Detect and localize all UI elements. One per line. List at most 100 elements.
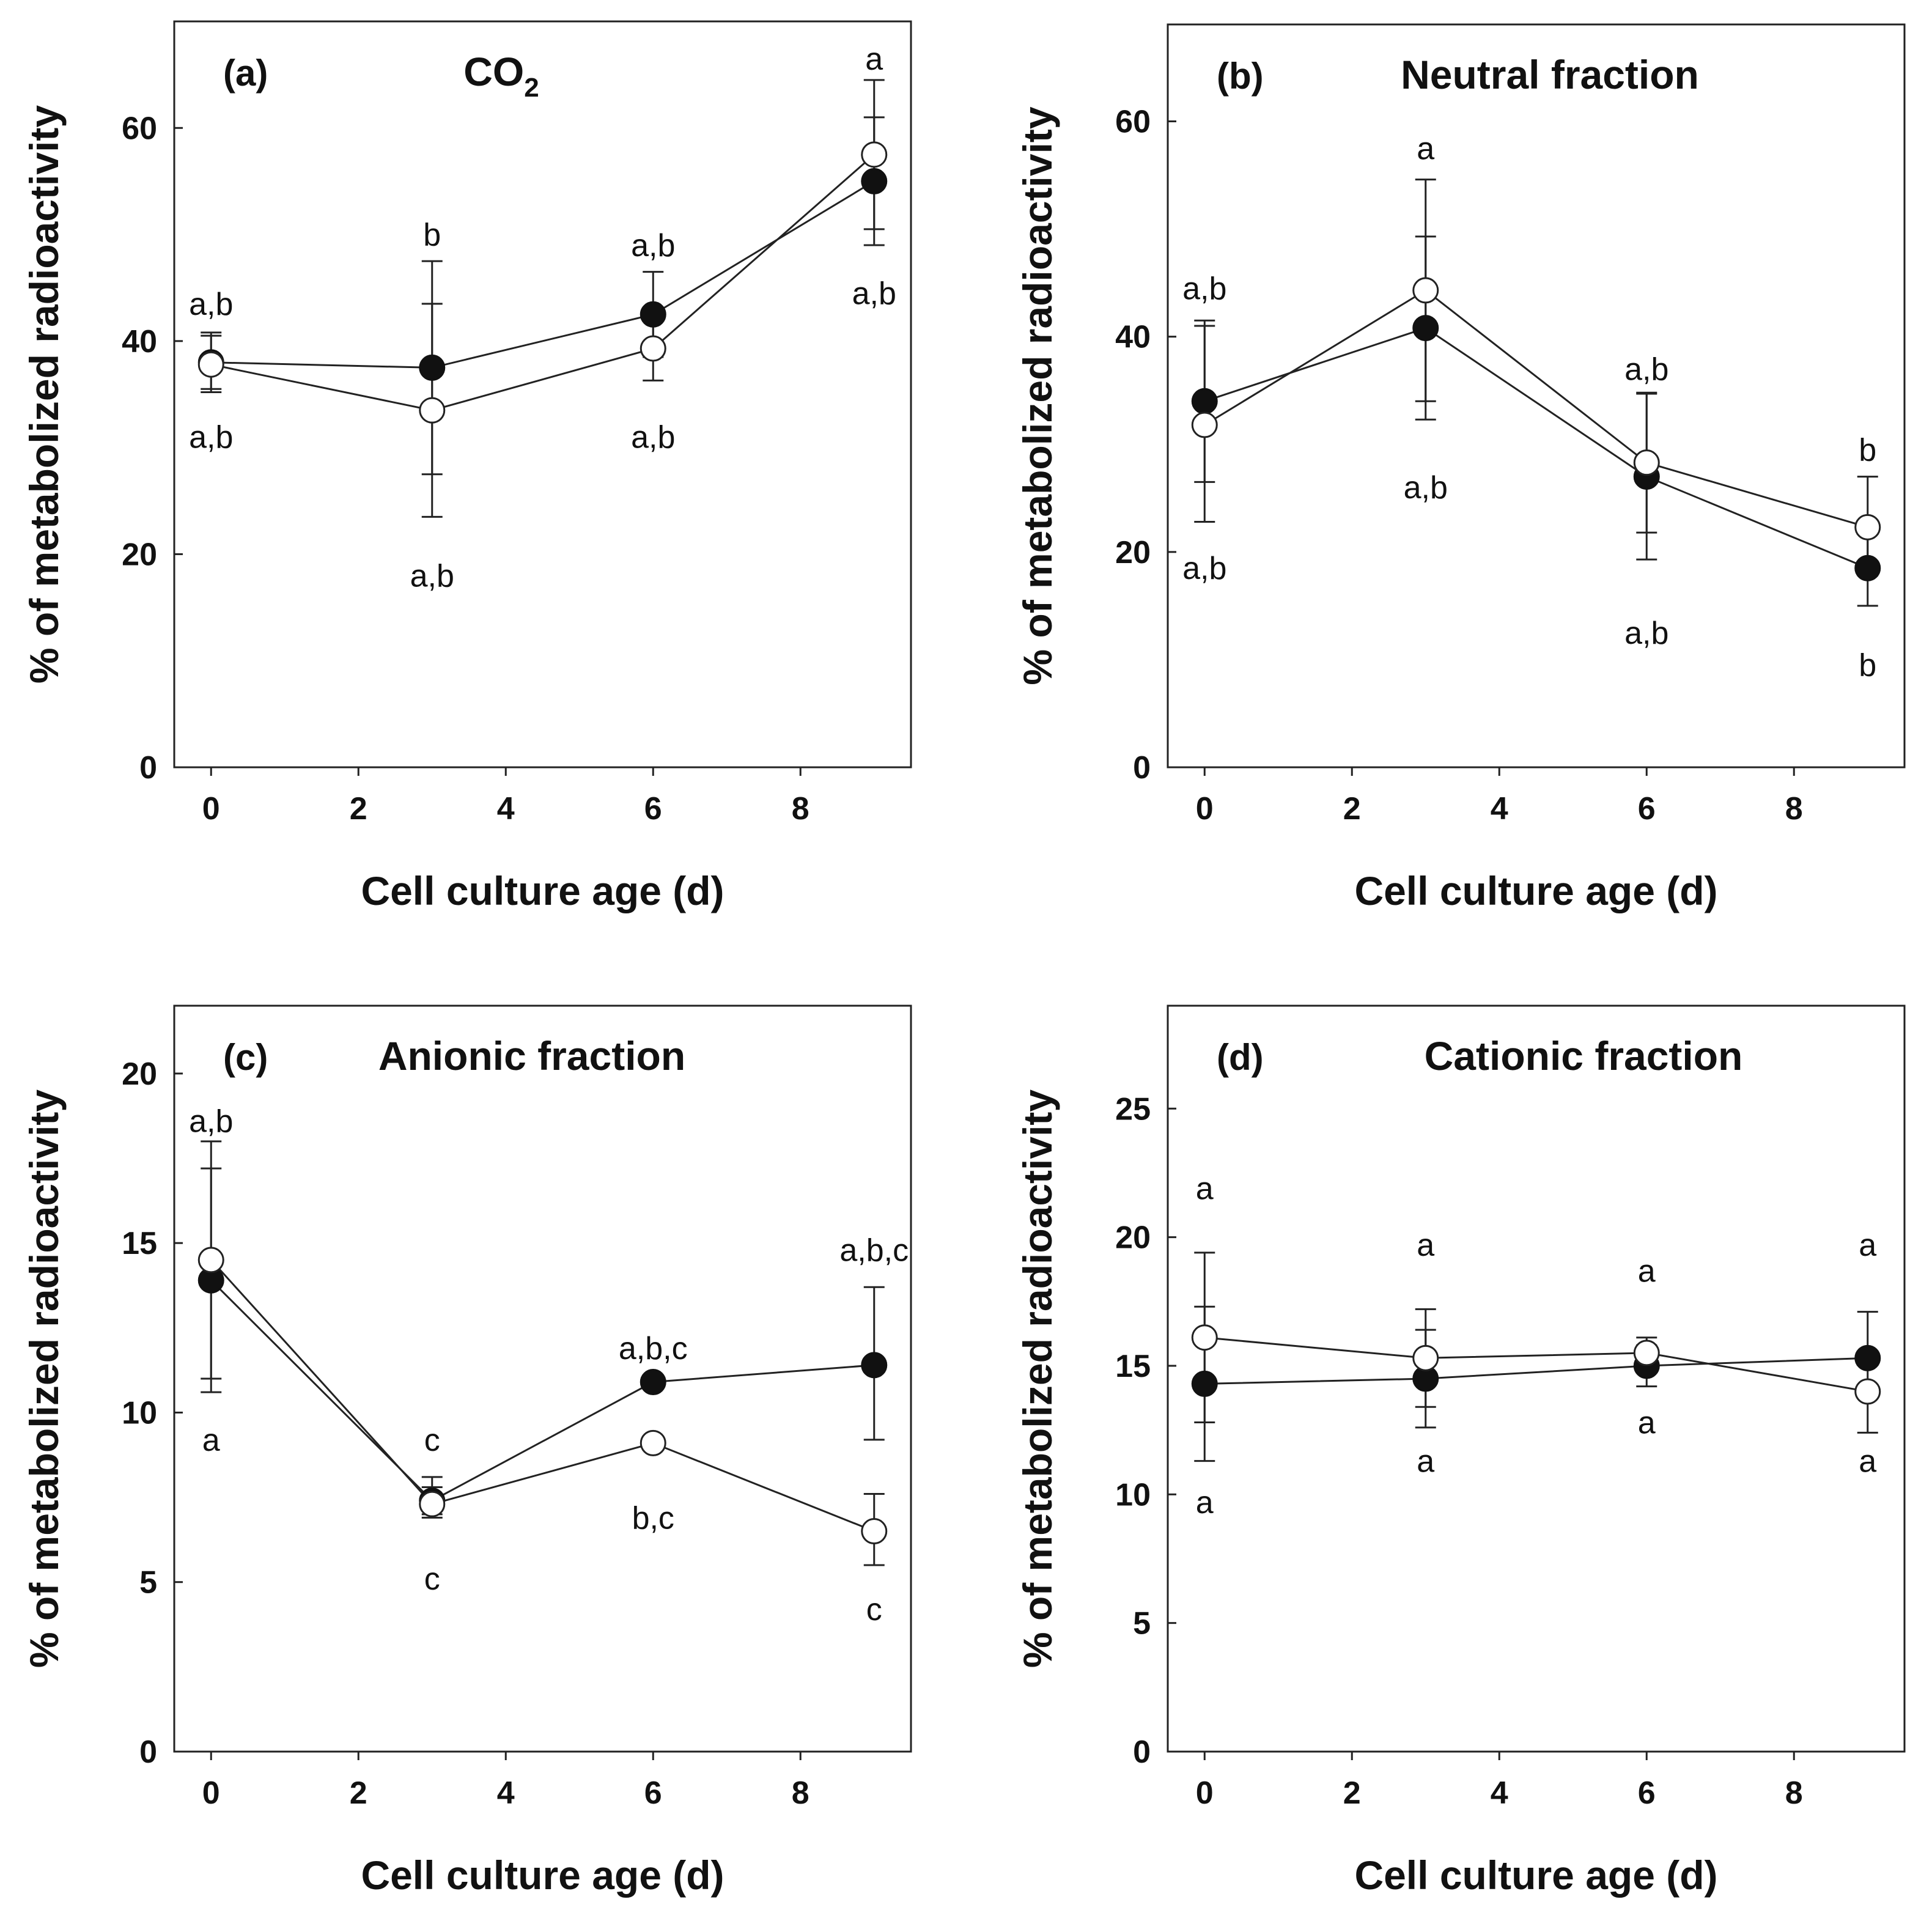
y-tick-label: 0 — [139, 750, 157, 786]
y-tick-label: 40 — [122, 324, 157, 359]
panel-letter: (a) — [223, 53, 268, 94]
significance-label: a — [1417, 131, 1434, 167]
x-axis-title: Cell culture age (d) — [361, 1852, 724, 1898]
y-axis-title: % of metabolized radioactivity — [21, 1089, 67, 1668]
plot-frame — [173, 20, 912, 769]
y-tick-label: 20 — [1115, 1220, 1151, 1256]
data-point-filled — [640, 1369, 666, 1396]
panel-title: Anionic fraction — [378, 1033, 685, 1078]
data-point-filled — [1412, 315, 1439, 342]
y-tick-label: 20 — [1115, 535, 1151, 570]
significance-label: a — [1859, 1444, 1876, 1480]
x-tick-label: 4 — [497, 791, 515, 827]
y-tick-label: 15 — [1115, 1349, 1151, 1384]
y-tick-label: 20 — [122, 537, 157, 572]
y-tick-label: 15 — [122, 1226, 157, 1261]
x-tick-label: 4 — [1491, 1775, 1508, 1811]
panel-d: 0 5 10 15 20 25 0 2 4 6 8 Cell culture age (d) % of … — [1015, 1004, 1906, 1898]
y-tick-label: 0 — [139, 1734, 157, 1770]
x-axis-title: Cell culture age (d) — [1354, 868, 1717, 913]
significance-label: a,b — [631, 228, 675, 264]
significance-label: a — [1638, 1406, 1656, 1441]
significance-label: c — [424, 1561, 440, 1597]
x-tick-label: 6 — [644, 1775, 662, 1811]
y-tick-label: 40 — [1115, 320, 1151, 355]
significance-label: a — [1196, 1171, 1214, 1207]
series-line-filled — [211, 180, 875, 369]
series-line-filled — [210, 1280, 874, 1502]
significance-label: a — [1417, 1228, 1434, 1263]
x-tick-label: 4 — [1491, 791, 1508, 827]
y-tick-label: 60 — [1115, 104, 1151, 139]
x-tick-label: 0 — [202, 1775, 220, 1811]
significance-label: a — [202, 1423, 220, 1458]
series-line-open — [1204, 1336, 1868, 1393]
significance-label: a,b,c — [619, 1331, 688, 1366]
panel-title: CO2 — [463, 49, 539, 103]
series-line-open — [1204, 289, 1868, 528]
x-tick-label: 8 — [792, 791, 809, 827]
significance-label: a,b — [1182, 551, 1226, 586]
y-tick-label: 60 — [122, 111, 157, 146]
plot-frame — [1167, 23, 1906, 769]
x-tick-label: 8 — [792, 1775, 809, 1811]
panel-letter: (d) — [1217, 1037, 1264, 1078]
significance-label: a,b — [189, 420, 233, 455]
x-tick-label: 8 — [1785, 791, 1803, 827]
data-point-filled — [1854, 555, 1881, 581]
data-point-open — [1854, 1378, 1881, 1405]
y-tick-label: 10 — [1115, 1477, 1151, 1513]
x-tick-label: 4 — [497, 1775, 515, 1811]
significance-label: a — [865, 42, 883, 77]
data-point-open — [419, 1491, 446, 1517]
x-tick-label: 2 — [350, 791, 367, 827]
data-point-open — [1854, 514, 1881, 540]
y-tick-label: 5 — [139, 1565, 157, 1601]
data-point-open — [640, 1429, 666, 1456]
x-tick-label: 2 — [1343, 791, 1361, 827]
x-tick-label: 8 — [1785, 1775, 1803, 1811]
significance-label: a,b — [852, 276, 896, 311]
x-tick-label: 6 — [1638, 1775, 1656, 1811]
significance-label: a — [1859, 1228, 1876, 1263]
significance-label: b,c — [632, 1500, 674, 1536]
panel-title: Neutral fraction — [1401, 52, 1699, 97]
x-tick-label: 0 — [1196, 1775, 1214, 1811]
data-point-open — [1633, 1340, 1660, 1366]
significance-label: a — [1196, 1485, 1214, 1520]
data-point-filled — [419, 354, 446, 381]
data-point-open — [1412, 277, 1439, 304]
y-axis-title: % of metabolized radioactivity — [21, 105, 67, 684]
y-tick-label: 10 — [122, 1395, 157, 1431]
y-tick-label: 0 — [1133, 750, 1151, 786]
data-point-open — [861, 1518, 888, 1545]
x-axis-title: Cell culture age (d) — [1354, 1852, 1717, 1898]
y-axis-title: % of metabolized radioactivity — [1015, 106, 1060, 685]
significance-label: a,b — [1624, 616, 1668, 651]
x-tick-label: 2 — [350, 1775, 367, 1811]
data-point-open — [197, 351, 224, 378]
significance-label: b — [423, 218, 441, 253]
panel-title: Cationic fraction — [1425, 1033, 1743, 1078]
significance-label: c — [866, 1592, 882, 1627]
x-axis-title: Cell culture age (d) — [361, 868, 724, 913]
x-tick-label: 2 — [1343, 1775, 1361, 1811]
plot-frame — [1167, 1004, 1906, 1753]
y-tick-label: 5 — [1133, 1606, 1151, 1642]
panel-letter: (c) — [223, 1037, 268, 1078]
x-tick-label: 6 — [1638, 791, 1656, 827]
significance-label: b — [1859, 648, 1876, 684]
y-tick-label: 20 — [122, 1056, 157, 1092]
series-line-open — [210, 1259, 875, 1532]
significance-label: a — [1638, 1253, 1656, 1289]
data-point-filled — [640, 301, 666, 328]
y-axis-title: % of metabolized radioactivity — [1015, 1089, 1060, 1668]
significance-label: a,b,c — [839, 1233, 909, 1268]
significance-label: a,b — [189, 1104, 233, 1140]
significance-label: a,b — [631, 420, 675, 455]
data-point-open — [1412, 1344, 1439, 1371]
x-tick-label: 0 — [1196, 791, 1214, 827]
data-point-filled — [861, 168, 888, 194]
x-tick-label: 6 — [644, 791, 662, 827]
data-point-open — [419, 397, 446, 424]
